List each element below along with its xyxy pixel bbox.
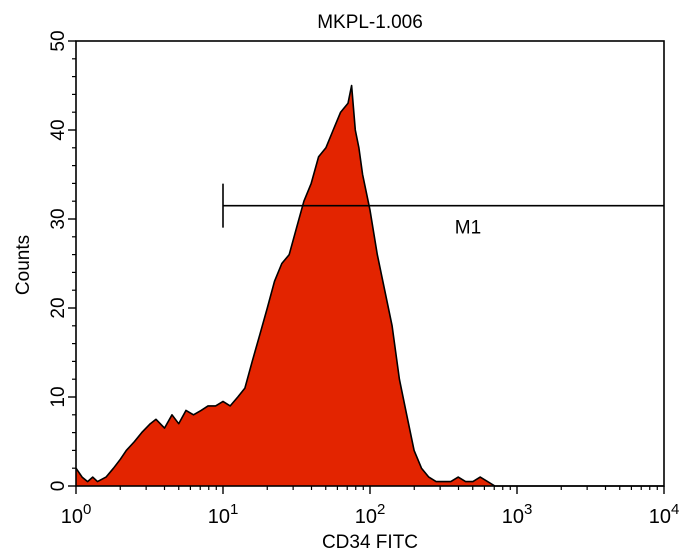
- marker-label: M1: [455, 218, 481, 239]
- x-tick-label: 101: [208, 501, 239, 528]
- y-tick-label: 10: [48, 386, 69, 407]
- y-tick-label: 40: [48, 119, 69, 140]
- axes: 0 10 20 30 40 50 100 101 102 103 104: [48, 30, 679, 528]
- x-tick-label: 104: [649, 501, 680, 528]
- histogram-fill: [76, 85, 664, 486]
- y-tick-label: 0: [48, 481, 69, 492]
- y-axis-label: Counts: [13, 235, 34, 295]
- y-tick-label: 50: [48, 30, 69, 51]
- x-tick-label: 102: [355, 501, 386, 528]
- chart-title: MKPL-1.006: [317, 12, 423, 33]
- histogram-outline: [75, 84, 664, 487]
- y-tick-label: 20: [48, 297, 69, 318]
- x-tick-label: 100: [61, 501, 92, 528]
- m1-marker: M1: [222, 183, 664, 239]
- y-tick-label: 30: [48, 208, 69, 229]
- x-axis-label: CD34 FITC: [322, 532, 418, 553]
- x-tick-label: 103: [502, 501, 533, 528]
- plot-area: [75, 84, 664, 487]
